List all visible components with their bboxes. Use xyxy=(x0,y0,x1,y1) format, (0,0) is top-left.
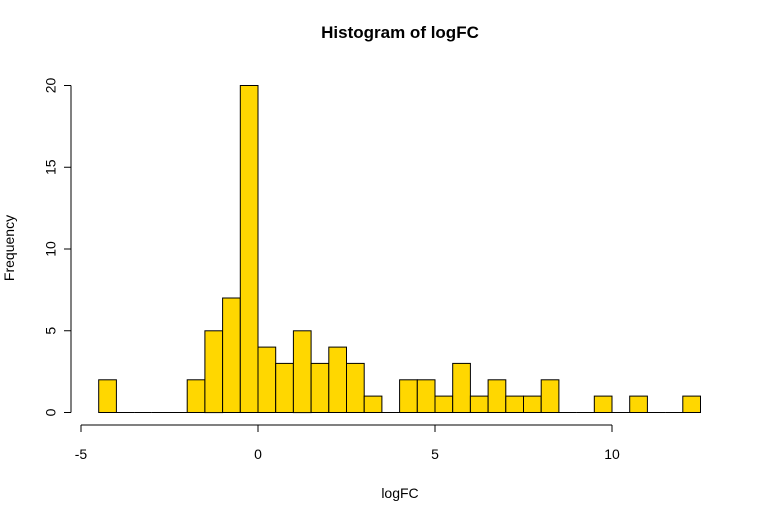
y-tick-label: 0 xyxy=(43,408,59,416)
y-axis: 0 5 10 15 20 xyxy=(43,78,72,416)
histogram-bar xyxy=(222,297,241,413)
y-tick-label: 20 xyxy=(43,78,59,94)
histogram-bar xyxy=(416,379,436,413)
histogram-bar xyxy=(523,395,542,414)
x-axis: -5 0 5 10 xyxy=(75,424,620,462)
histogram-bar xyxy=(257,346,277,414)
histogram-bar xyxy=(469,395,489,414)
histogram-bar xyxy=(593,395,613,414)
histogram-bar xyxy=(682,395,701,414)
x-tick-label: 0 xyxy=(254,446,262,462)
histogram-bar xyxy=(505,395,524,414)
y-axis-label: Frequency xyxy=(1,215,17,281)
histogram-bar xyxy=(292,330,312,414)
histogram-bar xyxy=(629,395,648,414)
histogram-bar xyxy=(346,362,365,413)
chart-title: Histogram of logFC xyxy=(321,23,479,42)
histogram-bar xyxy=(487,379,507,413)
bars-group xyxy=(98,85,701,414)
x-axis-label: logFC xyxy=(381,485,418,501)
histogram-bar xyxy=(310,362,330,413)
x-tick-label: 10 xyxy=(604,446,620,462)
histogram-bar xyxy=(239,85,259,413)
histogram-bar xyxy=(186,379,206,413)
histogram-bar xyxy=(363,395,383,414)
histogram-bar xyxy=(204,330,224,414)
histogram-bar xyxy=(98,379,117,413)
x-tick-label: 5 xyxy=(431,446,439,462)
y-tick-label: 5 xyxy=(43,327,59,335)
y-tick-label: 15 xyxy=(43,159,59,175)
histogram-bar xyxy=(328,346,347,414)
histogram-bar xyxy=(540,379,560,413)
histogram-bar xyxy=(452,362,471,413)
x-tick-label: -5 xyxy=(75,446,88,462)
histogram-bar xyxy=(434,395,454,414)
y-tick-label: 10 xyxy=(43,241,59,257)
histogram-bar xyxy=(275,362,294,413)
histogram-bar xyxy=(399,379,418,413)
